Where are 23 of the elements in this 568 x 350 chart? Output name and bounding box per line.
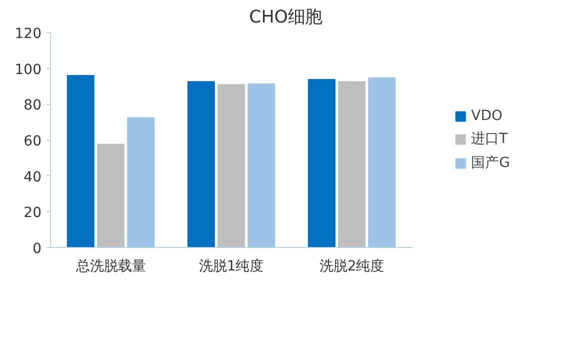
y-tick-label: 80 bbox=[24, 98, 42, 114]
y-tick-label: 0 bbox=[32, 241, 42, 257]
bar bbox=[66, 75, 94, 248]
x-tick-label: 总洗脱载量 bbox=[74, 258, 146, 274]
legend-label: VDO bbox=[471, 108, 503, 124]
bar bbox=[97, 144, 125, 248]
legend-label: 进口T bbox=[471, 130, 508, 148]
x-tick-label: 洗脱2纯度 bbox=[319, 258, 384, 274]
bar bbox=[308, 78, 336, 248]
bar bbox=[338, 81, 366, 248]
bar bbox=[187, 81, 215, 248]
y-tick-label: 120 bbox=[14, 26, 42, 42]
bar bbox=[127, 117, 155, 248]
chart-title: CHO细胞 bbox=[249, 8, 322, 28]
legend-label: 国产G bbox=[471, 154, 510, 172]
bar bbox=[368, 77, 396, 248]
bar bbox=[248, 83, 276, 248]
y-tick-label: 40 bbox=[24, 169, 42, 186]
y-tick-label: 60 bbox=[24, 134, 42, 150]
y-tick-label: 20 bbox=[24, 205, 42, 222]
bar bbox=[218, 84, 246, 248]
x-tick-label: 洗脱1纯度 bbox=[198, 258, 264, 274]
y-tick-label: 100 bbox=[14, 62, 42, 78]
